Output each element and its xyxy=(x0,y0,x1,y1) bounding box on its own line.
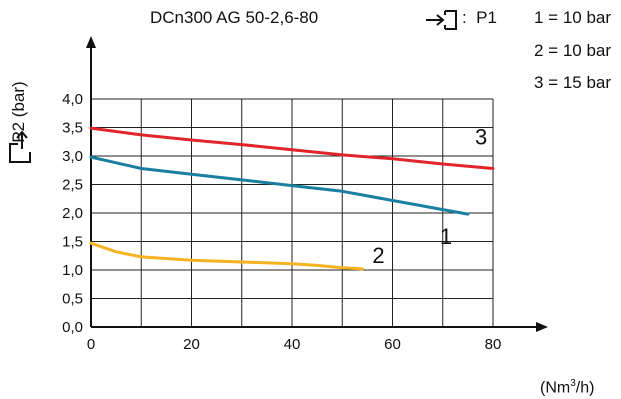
series-line-3 xyxy=(89,126,495,170)
inlet-arrow-icon xyxy=(426,10,457,30)
y-tick-label: 3,0 xyxy=(62,148,83,165)
legend-entry-1: 1 = 10 bar xyxy=(534,8,612,27)
series-label-1: 1 xyxy=(440,224,452,249)
series-line-2 xyxy=(89,241,364,271)
series-label-2: 2 xyxy=(372,243,384,268)
chart-title: DCn300 AG 50-2,6-80 xyxy=(150,8,319,27)
series-label-3: 3 xyxy=(475,125,487,150)
x-tick-label: 80 xyxy=(485,336,502,353)
series-line-1 xyxy=(89,155,470,216)
y-axis-arrowhead xyxy=(86,36,96,48)
y-tick-label: 1,0 xyxy=(62,262,83,279)
legend-p1-label: : P1 xyxy=(462,8,497,27)
x-axis-arrowhead xyxy=(536,322,548,332)
x-axis-unit: (Nm3/h) xyxy=(540,378,595,397)
y-tick-label: 0,0 xyxy=(62,319,83,336)
y-tick-label: 2,0 xyxy=(62,205,83,222)
x-tick-label: 40 xyxy=(284,336,301,353)
legend-entry-2: 2 = 10 bar xyxy=(534,41,612,60)
x-tick-label: 60 xyxy=(384,336,401,353)
y-tick-label: 4,0 xyxy=(62,91,83,108)
y-tick-label: 2,5 xyxy=(62,177,83,194)
y-tick-label: 1,5 xyxy=(62,234,83,251)
legend-entry-3: 3 = 15 bar xyxy=(534,73,612,92)
x-tick-label: 20 xyxy=(183,336,200,353)
y-tick-label: 0,5 xyxy=(62,291,83,308)
y-tick-label: 3,5 xyxy=(62,120,83,137)
outlet-arrow-icon xyxy=(9,130,31,163)
x-tick-label: 0 xyxy=(87,336,95,353)
y-axis-title-group: P2 (bar) xyxy=(2,40,32,190)
